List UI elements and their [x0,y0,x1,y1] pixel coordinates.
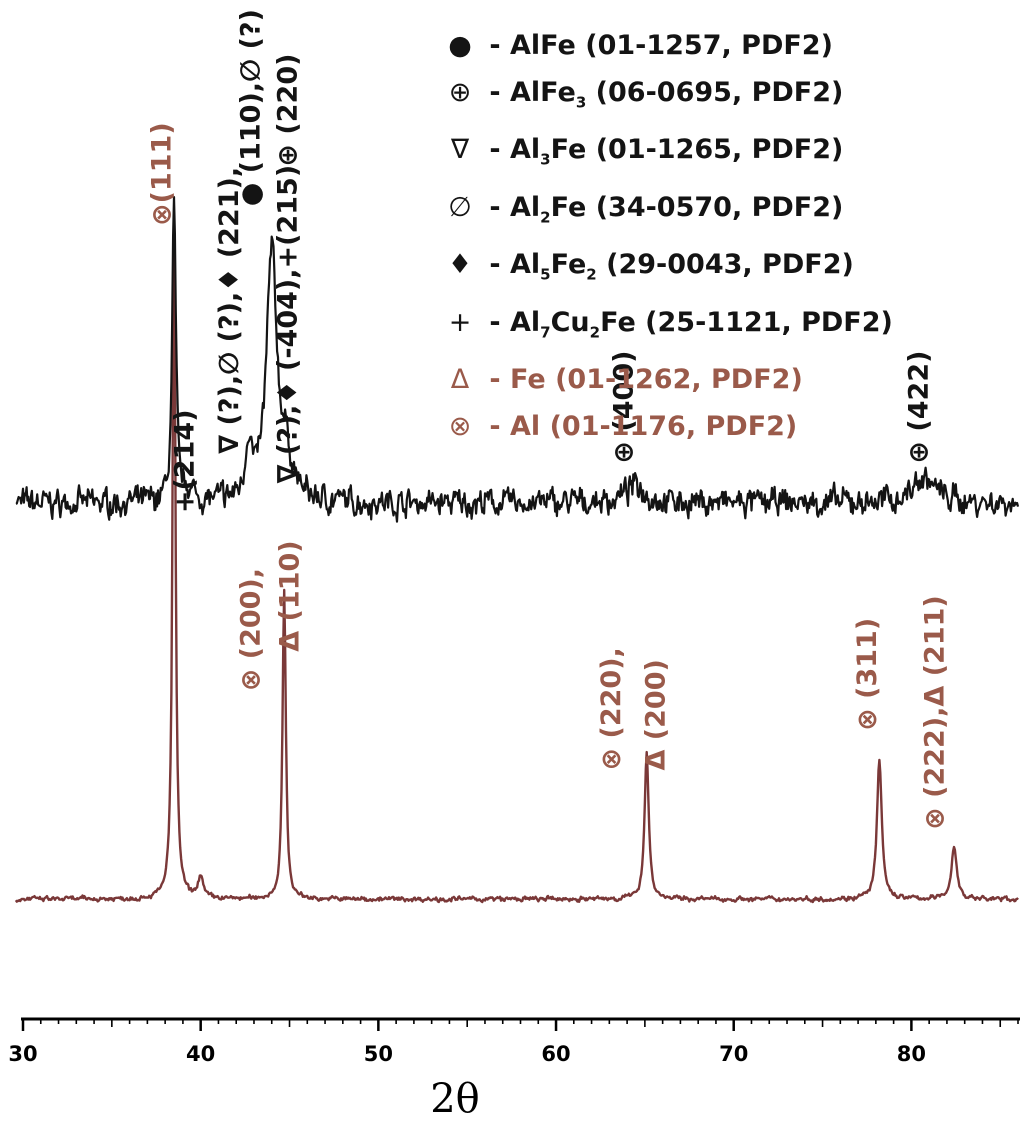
peak-label: Δ (200) [640,659,671,770]
x-axis-label: 2θ [430,1076,480,1121]
spectrum-line [15,196,1020,523]
circled-plus-icon: ⊕ [448,77,472,108]
peak-label: ∇ (?),∅ (?),♦ (221), [214,167,245,454]
legend-item-al7cu2fe: + - Al7Cu2Fe (25-1121, PDF2) [440,299,893,356]
x-tick-label: 40 [186,1042,215,1066]
legend-item-al5fe2: ♦ - Al5Fe2 (29-0043, PDF2) [440,241,893,298]
peak-label: ⊗ (220), [596,647,627,770]
legend-item-alfe3: ⊕ - AlFe3 (06-0695, PDF2) [440,69,893,126]
empty-set-icon: ∅ [448,191,472,223]
spectrum-line [14,222,1019,904]
peak-label: ⊕ (220) [273,54,304,167]
peak-label: ⊗ (222),Δ (211) [919,595,950,830]
legend: ● - AlFe (01-1257, PDF2) ⊕ - AlFe3 (06-0… [440,22,893,450]
plus-icon: + [448,306,472,338]
peak-label: ⊕ (400) [608,351,639,464]
legend-item-fe: Δ - Fe (01-1262, PDF2) [440,356,893,403]
x-tick-label: 80 [897,1042,926,1066]
peak-label: +(214) [170,409,201,513]
x-tick-label: 60 [541,1042,570,1066]
x-tick-label: 50 [364,1042,393,1066]
nabla-icon: ∇ [450,134,470,166]
peak-annotations: ⊗(111) +(214) ∇ (?),∅ (?),♦ (221),● (110),… [147,9,951,830]
peak-label: ⊗ (311) [852,618,883,731]
peak-label: ⊗(111) [147,122,178,226]
legend-item-al: ⊗ - Al (01-1176, PDF2) [440,403,893,450]
x-tick-label: 70 [719,1042,748,1066]
legend-item-al2fe: ∅ - Al2Fe (34-0570, PDF2) [440,184,893,241]
upper-spectrum [15,196,1020,523]
delta-icon: Δ [450,363,470,395]
legend-item-al3fe: ∇ - Al3Fe (01-1265, PDF2) [440,126,893,183]
x-tick-label: 30 [8,1042,37,1066]
lower-spectrum [14,222,1019,904]
peak-label: ∇ (?),♦ (-404),+(215) [273,165,304,484]
peak-label: Δ (110) [274,540,305,651]
legend-item-alfe: ● - AlFe (01-1257, PDF2) [440,22,893,69]
filled-circle-icon: ● [448,30,472,61]
peak-label: ● (110),∅ (?) [235,9,266,206]
x-axis: 30 40 50 60 70 80 [8,1017,1020,1066]
circled-times-icon: ⊗ [448,410,472,442]
peak-label: ⊗ (200), [235,568,266,691]
peak-label: ⊕ (422) [903,351,934,464]
diamond-icon: ♦ [447,249,473,281]
